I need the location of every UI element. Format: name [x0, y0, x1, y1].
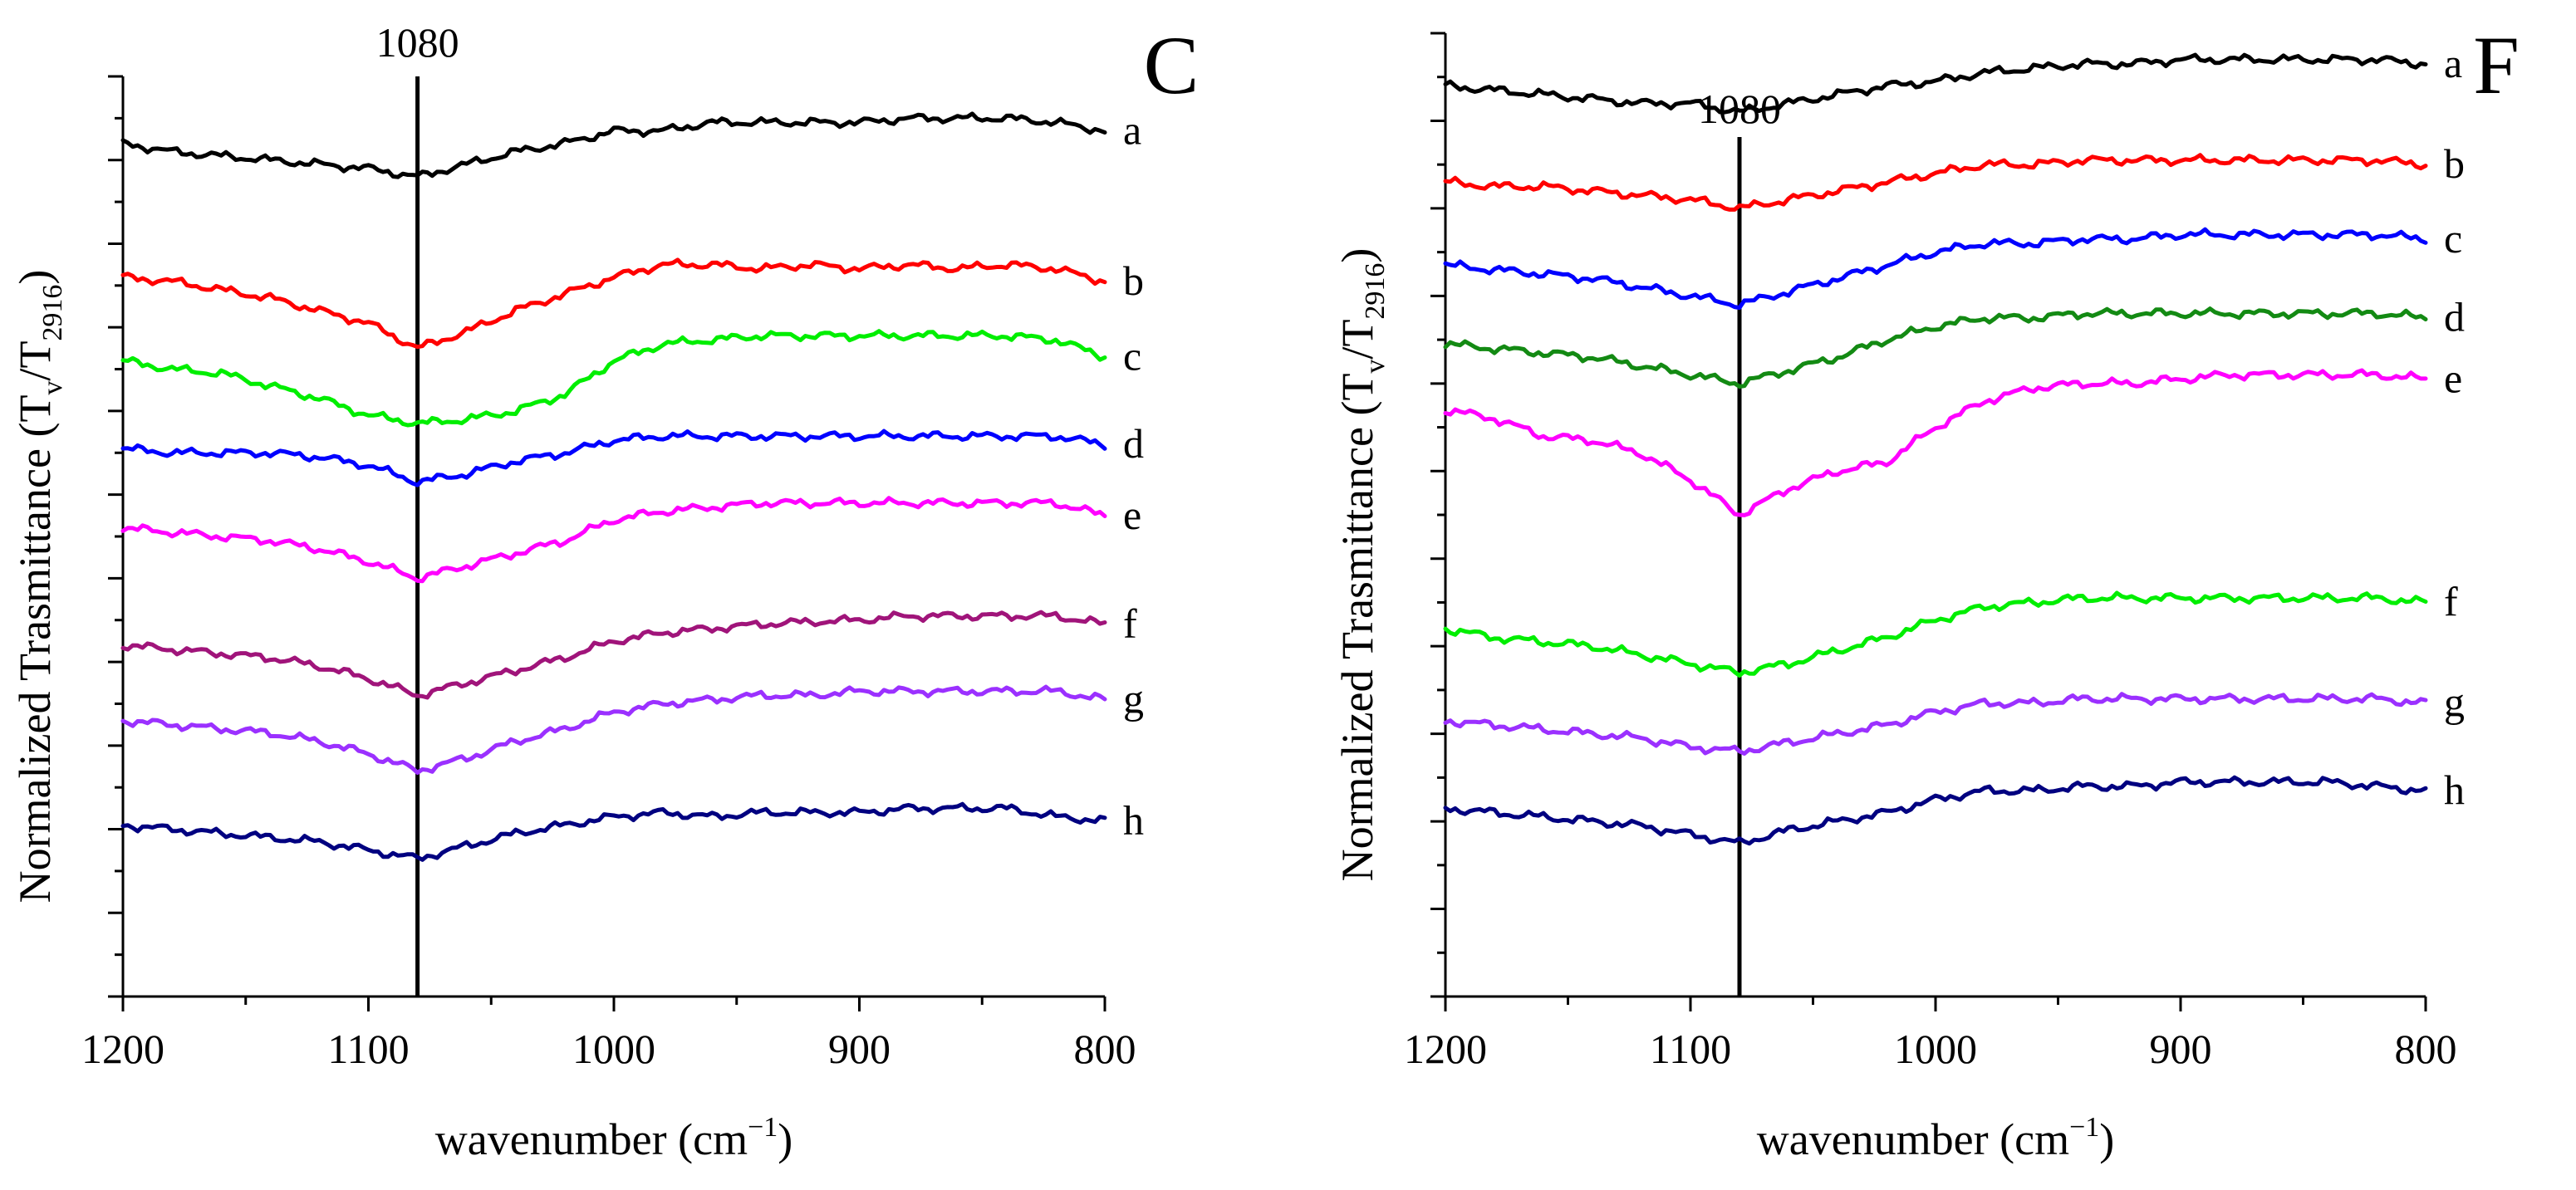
panel-c-y-axis-title-close: ): [10, 270, 60, 285]
panel-c-series-b-label: b: [1123, 257, 1144, 304]
panel-f-x-axis-title-main: wavenumber (cm: [1757, 1114, 2069, 1164]
panel-f-series-b-line: [1443, 153, 2428, 212]
panel-f-y-axis-title-sub-2916: 2916: [1360, 263, 1391, 320]
panel-f-y-axis-title-close: ): [1332, 248, 1382, 263]
panel-c-series-d-label: d: [1123, 420, 1144, 467]
panel-f-series-g-line: [1443, 692, 2428, 756]
panel-f-series-h-label: h: [2444, 766, 2465, 813]
panel-c-panel-letter: C: [1144, 19, 1200, 111]
panel-f-series-f-label: f: [2444, 578, 2458, 624]
panel-c-x-tick-label: 1200: [81, 1026, 164, 1072]
panel-f: 1200 1100 1000 900 800 wavenumber (cm−1)Norm…: [1332, 19, 2520, 1164]
panel-f-x-axis-title-sup: −1: [2069, 1112, 2099, 1143]
panel-f-series-c-label: c: [2444, 215, 2462, 262]
panel-f-series-a-label: a: [2444, 40, 2462, 86]
panel-c-ref-line-label: 1080: [376, 19, 459, 66]
panel-f-x-tick-label: 1100: [1650, 1026, 1731, 1072]
panel-c-series-e-line: [120, 496, 1107, 584]
panel-c-axes: 1200 1100 1000 900 800: [81, 75, 1136, 1072]
panel-c-x-axis-title: wavenumber (cm−1): [435, 1112, 793, 1164]
panel-f-series-f-line: [1443, 590, 2428, 678]
panel-c-x-tick-label: 1100: [327, 1026, 409, 1072]
panel-f-x-tick-label: 800: [2395, 1026, 2457, 1072]
panel-c-series-d-line: [120, 428, 1107, 487]
panel-f-series-e-label: e: [2444, 355, 2462, 402]
panel-c-x-axis-title-sup: −1: [748, 1112, 778, 1143]
panel-f-x-tick-label: 1000: [1894, 1026, 1977, 1072]
panel-c-y-axis-title: Normalized Trasmittance (Tv/T2916): [10, 270, 68, 904]
panel-c-series-h-line: [120, 801, 1107, 862]
panel-c-series-c-line: [120, 329, 1107, 428]
panel-c-series-a-label: a: [1123, 106, 1141, 153]
panel-f-y-axis-title: Normalized Trasmittance (Tv/T2916): [1332, 248, 1391, 882]
panel-c-y-axis-title-main: Normalized Trasmittance (T: [10, 395, 60, 904]
panel-c-series-a-line: [120, 111, 1107, 179]
panel-c-series-b-line: [120, 257, 1107, 350]
panel-c-x-axis-title-main: wavenumber (cm: [435, 1114, 748, 1164]
panel-f-ref-line-label: 1080: [1698, 86, 1781, 132]
panel-c-series-f-label: f: [1123, 600, 1137, 647]
panel-f-series-a-line: [1443, 52, 2428, 115]
panel-c-x-tick-label: 800: [1074, 1026, 1136, 1072]
panel-c-series-g-line: [120, 684, 1107, 775]
panel-f-series-d-label: d: [2444, 294, 2465, 340]
panel-f-y-axis-title-main: Normalized Trasmittance (T: [1332, 374, 1382, 882]
panel-c-y-axis-title-sub-v: v: [37, 381, 68, 395]
panel-c-series-g-label: g: [1123, 675, 1144, 722]
panel-f-y-axis-title-sub-v: v: [1360, 360, 1391, 374]
panel-c-series-c-label: c: [1123, 332, 1141, 379]
panel-c: 1200 1100 1000 900 800 wavenumber (cm−1)Norm…: [10, 19, 1199, 1164]
panel-c-y-axis-title-mid: /T: [10, 341, 60, 381]
panel-c-x-axis-title-close: ): [778, 1114, 792, 1164]
panel-f-series-b-label: b: [2444, 140, 2465, 187]
panel-f-series-d-line: [1443, 306, 2428, 389]
panel-c-series-f-line: [120, 610, 1107, 700]
panel-f-x-axis-title-close: ): [2099, 1114, 2114, 1164]
panel-c-series-e-label: e: [1123, 492, 1141, 538]
panel-f-axes: 1200 1100 1000 900 800: [1404, 32, 2457, 1072]
panel-f-series-g-label: g: [2444, 679, 2465, 726]
panel-f-x-tick-label: 900: [2150, 1026, 2212, 1072]
panel-f-panel-letter: F: [2473, 19, 2520, 111]
panel-c-series-h-label: h: [1123, 796, 1144, 843]
panel-c-x-tick-label: 900: [828, 1026, 891, 1072]
panel-c-x-tick-label: 1000: [572, 1026, 655, 1072]
panel-f-y-axis-title-mid: /T: [1332, 320, 1382, 360]
panel-f-series-h-line: [1443, 775, 2428, 846]
panel-c-labels: wavenumber (cm−1)Normalized Trasmittance…: [10, 19, 1199, 1164]
panel-f-traces: [1443, 52, 2428, 846]
panel-c-y-axis-title-sub-2916: 2916: [37, 285, 68, 341]
panel-c-traces: [120, 111, 1107, 862]
panel-f-x-axis-title: wavenumber (cm−1): [1757, 1112, 2115, 1164]
panel-f-x-tick-label: 1200: [1404, 1026, 1487, 1072]
panel-f-series-c-line: [1443, 227, 2428, 311]
panel-f-labels: wavenumber (cm−1)Normalized Trasmittance…: [1332, 19, 2520, 1164]
panel-f-series-e-line: [1443, 368, 2428, 517]
